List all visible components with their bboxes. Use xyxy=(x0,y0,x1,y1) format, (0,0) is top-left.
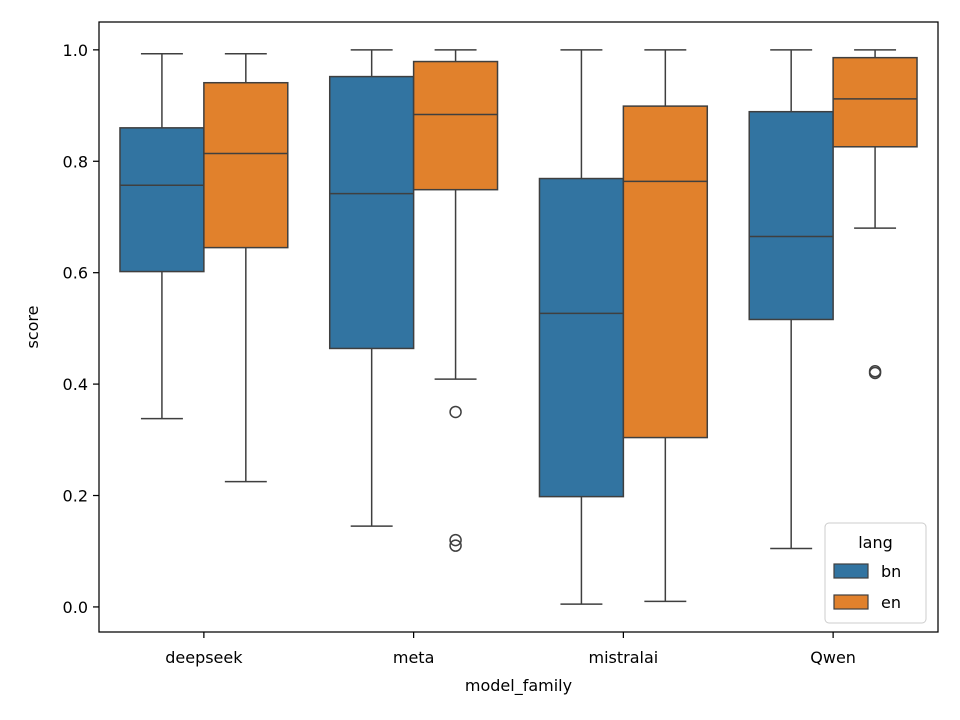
outlier-point xyxy=(449,533,462,547)
box-bn-mistralai xyxy=(538,49,625,605)
box-en-Qwen xyxy=(832,49,918,380)
y-axis-label: score xyxy=(23,306,42,349)
y-tick-label: 0.4 xyxy=(63,375,88,394)
y-tick-label: 0.8 xyxy=(63,152,88,171)
box-iqr xyxy=(412,60,499,191)
box-iqr xyxy=(622,105,709,439)
y-tick-label: 0.6 xyxy=(63,264,88,283)
x-tick-label: deepseek xyxy=(165,648,243,667)
boxes-layer xyxy=(119,49,918,605)
y-tick-label: 0.0 xyxy=(63,598,88,617)
plot-frame xyxy=(98,21,939,633)
legend-label-en: en xyxy=(881,593,901,612)
x-tick-label: mistralai xyxy=(589,648,659,667)
box-en-deepseek xyxy=(203,53,289,483)
legend-swatch-bn xyxy=(833,563,869,579)
legend-label-bn: bn xyxy=(881,562,901,581)
box-iqr xyxy=(328,75,415,350)
box-bn-meta xyxy=(328,49,415,527)
x-tick-label: Qwen xyxy=(810,648,856,667)
y-axis: 0.0 0.2 0.4 0.6 0.8 1.0 xyxy=(63,41,99,617)
outlier-point xyxy=(868,366,882,380)
x-tick-label: meta xyxy=(393,648,435,667)
box-iqr xyxy=(832,56,918,148)
box-bn-Qwen xyxy=(748,49,834,550)
outlier-point xyxy=(449,539,462,552)
box-en-mistralai xyxy=(622,49,709,603)
x-axis-label: model_family xyxy=(465,676,572,696)
legend-swatch-en xyxy=(833,594,869,610)
legend-title: lang xyxy=(858,533,893,552)
box-iqr xyxy=(119,127,205,273)
legend: lang bn en xyxy=(824,522,927,624)
box-en-meta xyxy=(412,49,499,552)
box-iqr xyxy=(203,81,289,249)
y-tick-label: 0.2 xyxy=(63,487,88,506)
x-axis: deepseek meta mistralai Qwen xyxy=(165,632,856,667)
outlier-point xyxy=(449,405,462,419)
box-iqr xyxy=(538,177,625,498)
box-iqr xyxy=(748,110,834,321)
box-bn-deepseek xyxy=(119,53,205,420)
y-tick-label: 1.0 xyxy=(63,41,88,60)
